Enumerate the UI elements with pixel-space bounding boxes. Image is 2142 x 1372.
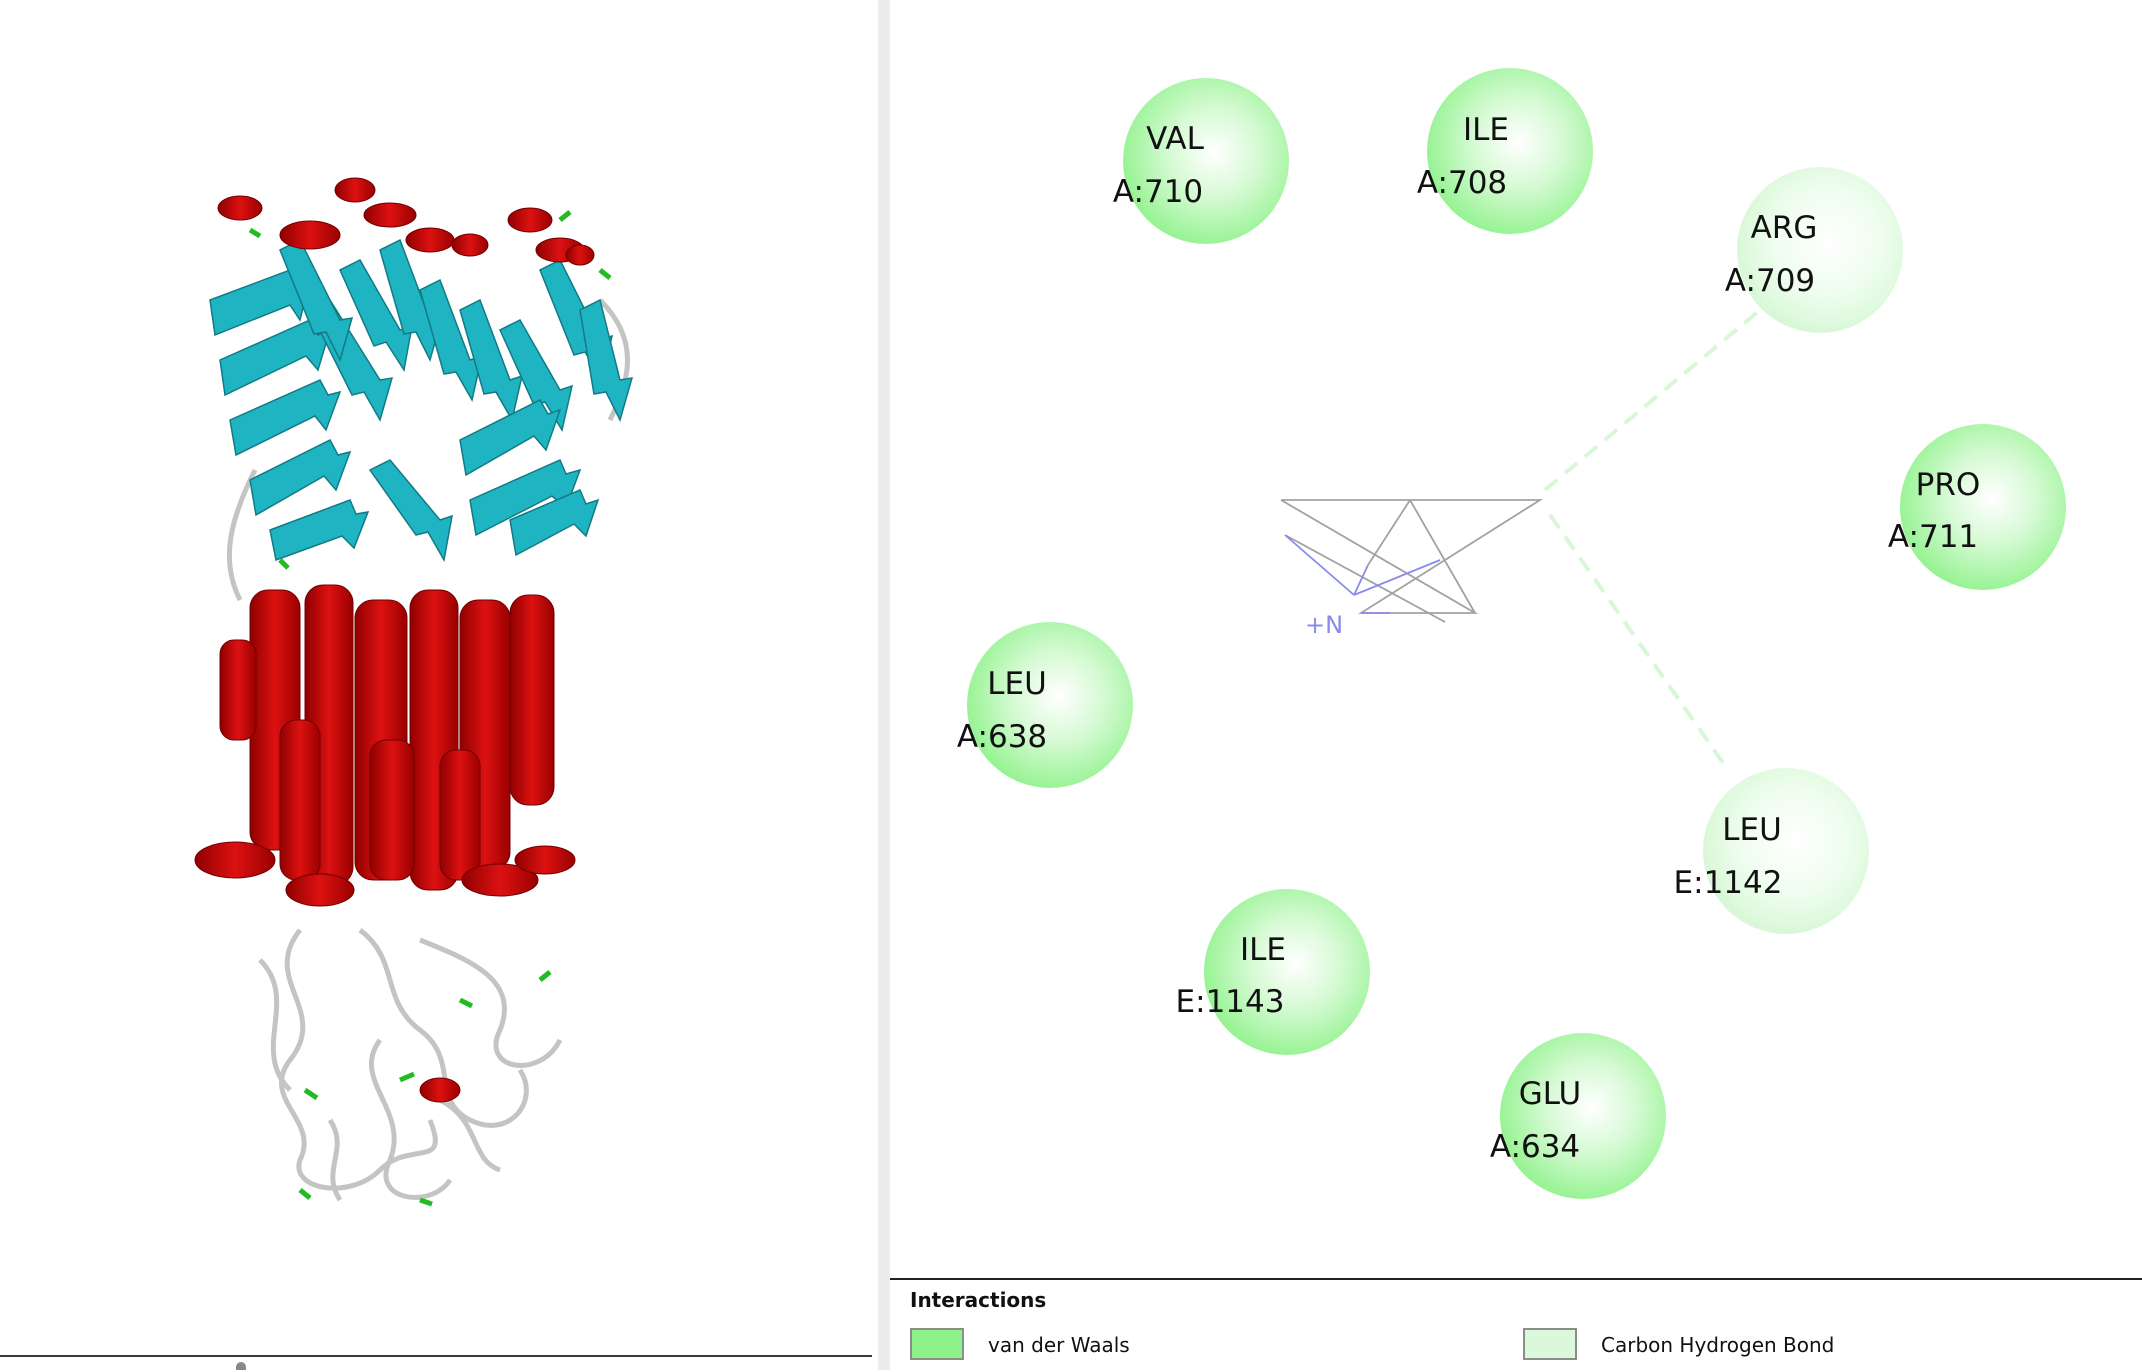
residue-id: A:638 — [957, 719, 1047, 755]
interaction-line-arg709 — [1543, 308, 1762, 492]
residue-ile-e1143[interactable]: ILE E:1143 — [1176, 889, 1370, 1055]
legend-item-vdw: van der Waals — [910, 1328, 1310, 1364]
helix-region-lower — [194, 841, 576, 1103]
residue-name: VAL — [1146, 121, 1204, 157]
residue-leu-e1142[interactable]: LEU E:1142 — [1674, 768, 1869, 934]
residue-arg-a709[interactable]: ARG A:709 — [1725, 167, 1903, 333]
interaction-diagram: +N VAL A:710 ILE A:708 ARG A:709 PRO A:7… — [957, 68, 2066, 1199]
protein-ribbon-structure[interactable] — [0, 0, 878, 1355]
legend-label-chb: Carbon Hydrogen Bond — [1601, 1333, 1835, 1357]
helix-region-top — [217, 177, 595, 266]
residue-name: ARG — [1751, 210, 1818, 246]
helix-region-middle — [219, 584, 555, 891]
residue-name: ILE — [1463, 112, 1509, 148]
residue-id: A:709 — [1725, 263, 1815, 299]
residue-name: ILE — [1240, 932, 1286, 968]
coil-region — [226, 298, 630, 1202]
protein-structure-panel[interactable] — [0, 0, 878, 1370]
legend-title: Interactions — [910, 1288, 1047, 1312]
interactions-legend: Interactions van der Waals Carbon Hydrog… — [890, 1278, 2142, 1372]
residue-name: LEU — [987, 666, 1047, 702]
residue-name: LEU — [1722, 812, 1782, 848]
ligand-atom-label: +N — [1305, 611, 1343, 639]
turn-highlights — [248, 210, 612, 1207]
residue-leu-a638[interactable]: LEU A:638 — [957, 622, 1133, 788]
residue-id: A:711 — [1888, 519, 1978, 555]
residue-name: GLU — [1519, 1076, 1581, 1112]
legend-swatch-chb — [1523, 1328, 1577, 1360]
legend-swatch-vdw — [910, 1328, 964, 1360]
scroll-handle[interactable] — [236, 1362, 246, 1370]
beta-sheet-region — [209, 238, 634, 563]
residue-id: A:710 — [1113, 174, 1203, 210]
legend-label-vdw: van der Waals — [988, 1333, 1130, 1357]
residue-pro-a711[interactable]: PRO A:711 — [1888, 424, 2066, 590]
interaction-line-leu1142 — [1548, 513, 1730, 772]
residue-id: E:1142 — [1674, 865, 1783, 901]
pane-splitter[interactable] — [878, 0, 890, 1370]
residue-name: PRO — [1916, 467, 1981, 503]
left-pane-divider — [0, 1355, 872, 1357]
legend-item-chb: Carbon Hydrogen Bond — [1523, 1328, 2023, 1364]
residue-id: E:1143 — [1176, 984, 1285, 1020]
residue-id: A:708 — [1417, 165, 1507, 201]
residue-ile-a708[interactable]: ILE A:708 — [1417, 68, 1593, 234]
residue-val-a710[interactable]: VAL A:710 — [1113, 78, 1289, 244]
ligand-structure — [1280, 499, 1544, 623]
interaction-diagram-panel: +N VAL A:710 ILE A:708 ARG A:709 PRO A:7… — [890, 0, 2142, 1370]
residue-glu-a634[interactable]: GLU A:634 — [1490, 1033, 1666, 1199]
residue-id: A:634 — [1490, 1129, 1580, 1165]
